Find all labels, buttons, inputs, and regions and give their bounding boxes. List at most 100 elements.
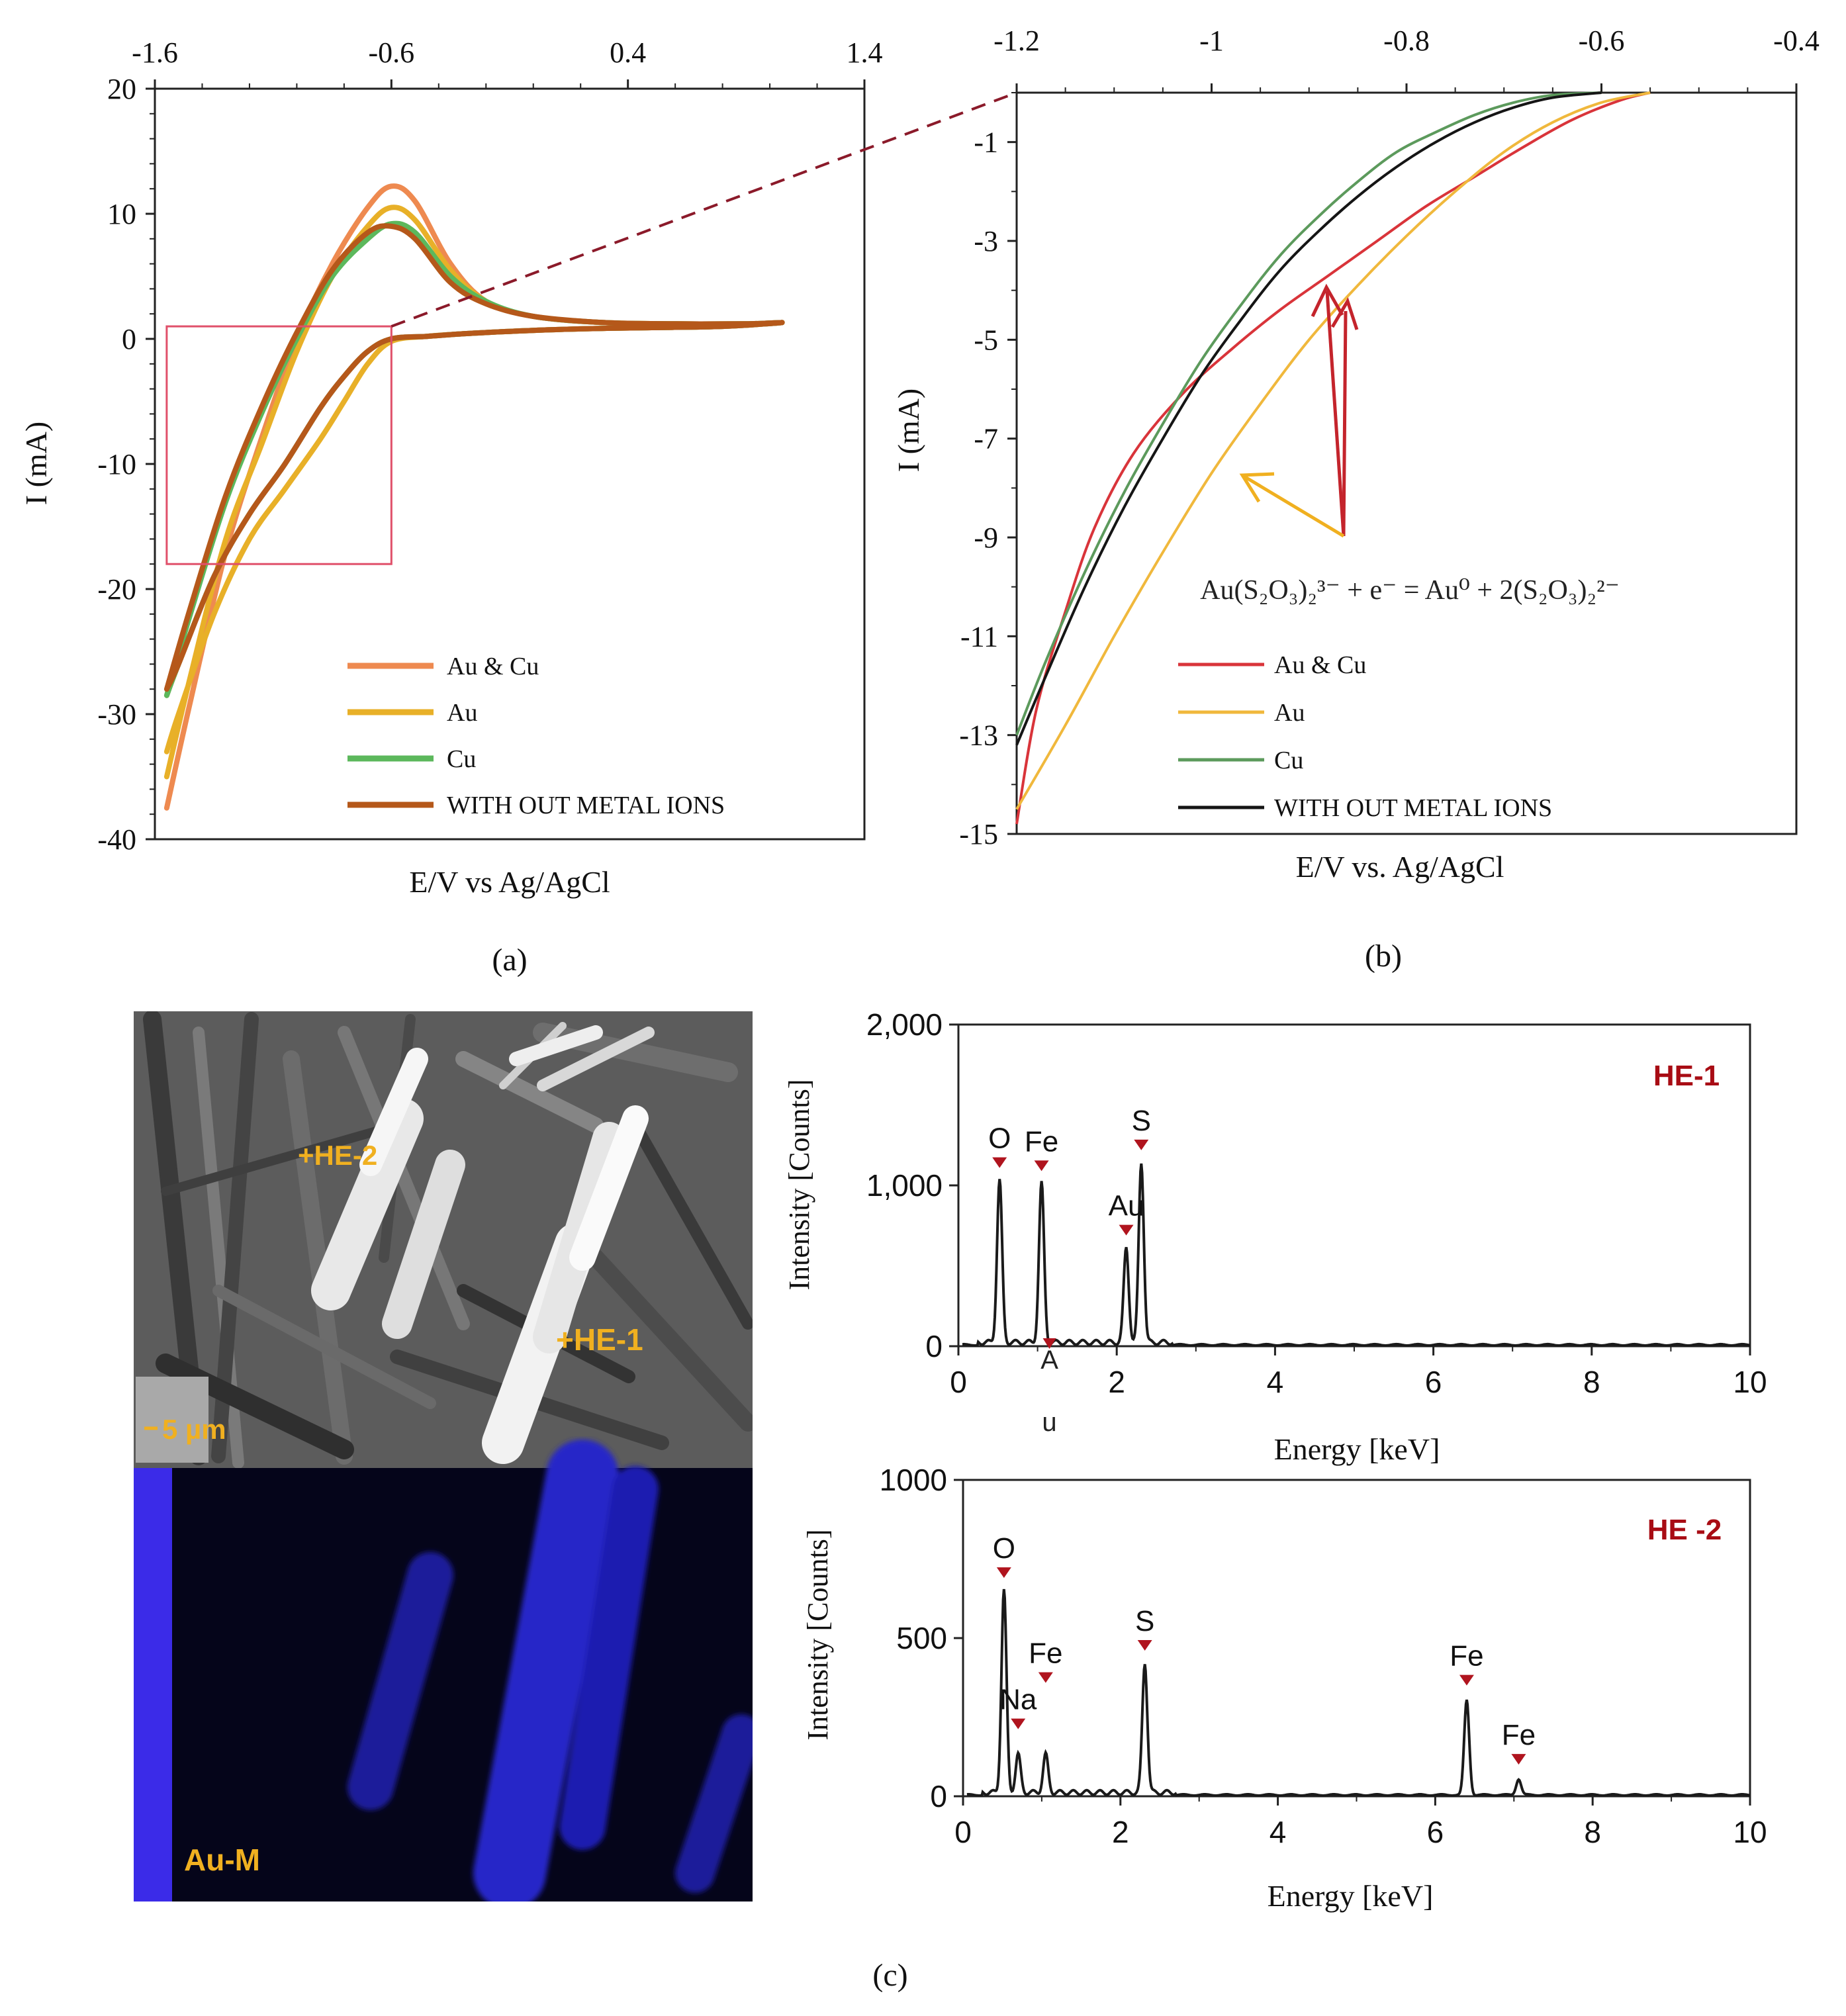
eds-he-1-y-ticks: 2,000 1,000 0 [866, 1007, 958, 1363]
yellow-arrow [1239, 472, 1345, 538]
au-m-scale-strip [134, 1468, 172, 1901]
panel-b-y-axis-label: I (mA) [892, 389, 925, 472]
panel-b-legend-label: WITH OUT METAL IONS [1274, 794, 1552, 822]
zoom-box [165, 325, 392, 565]
panel-a-y-ticks: 20 10 0 -10 -20 -30 -40 [97, 73, 155, 856]
red-arrow [1311, 283, 1359, 537]
eds-peak-marker [1119, 1224, 1134, 1236]
sem-micrograph: +HE-2 +HE-1 5 µm Au-M [134, 1011, 753, 1901]
eds-peak-marker [1459, 1674, 1474, 1686]
panel-b-x-tick-label: -0.4 [1773, 24, 1820, 57]
panel-b-series-line [1015, 91, 1651, 825]
panel-a-cyclic-voltammogram: -1.6 -0.6 0.4 1.4 20 10 0 -10 -20 -30 -40 Au & Cu… [19, 36, 1017, 978]
eds-he-2-title: HE -2 [1647, 1514, 1722, 1546]
eds-y-tick-label: 1000 [880, 1463, 947, 1497]
panel-b-x-tick-label: -1.2 [993, 24, 1040, 57]
panel-b-legend-label: Au [1274, 699, 1305, 727]
panel-a-series [163, 183, 785, 811]
panel-a-y-tick-label: -20 [97, 573, 136, 606]
panel-a-y-tick-label: 10 [107, 198, 136, 230]
eds-he-1-spectrum-line [962, 1163, 1751, 1347]
eds-he-1-stray-label-u: u [1042, 1408, 1056, 1437]
panel-a-legend: Au & Cu Au Cu WITH OUT METAL IONS [347, 653, 725, 819]
panel-c-label: (c) [872, 1958, 907, 1993]
eds-x-tick-label: 4 [1267, 1365, 1284, 1399]
eds-y-tick-label: 1,000 [866, 1168, 943, 1203]
eds-y-tick-label: 0 [930, 1779, 947, 1813]
zoom-connector-line [391, 91, 1017, 328]
panel-b-plot-area [1015, 91, 1798, 835]
eds-he-1-y-axis-label: Intensity [Counts] [783, 1079, 815, 1291]
eds-peak-label: O [988, 1123, 1011, 1155]
au-m-map [134, 1468, 753, 1901]
eds-peak-marker [1038, 1672, 1053, 1683]
panel-a-x-tick-label: 0.4 [610, 36, 646, 69]
eds-peak-label: Na [999, 1684, 1037, 1716]
panel-b-x-ticks: -1.2 -1 -0.8 -0.6 -0.4 [993, 24, 1820, 93]
au-m-distribution [347, 1440, 753, 1901]
eds-x-tick-label: 10 [1733, 1365, 1767, 1399]
panel-a-series-line [163, 220, 785, 698]
he-2-marker: +HE-2 [298, 1140, 377, 1171]
eds-he-2-x-axis-label: Energy [keV] [1268, 1879, 1434, 1913]
panel-b-legend: Au & Cu Au Cu WITH OUT METAL IONS [1178, 651, 1552, 822]
eds-peak-marker [1134, 1139, 1149, 1150]
eds-he-2-y-ticks: 1000 500 0 [880, 1463, 963, 1813]
eds-he-2-spectrum-line [966, 1588, 1751, 1797]
eds-x-tick-label: 0 [950, 1365, 967, 1399]
eds-spectrum-he-2: 0 2 4 6 8 10 1000 500 0 O Na Fe S Fe Fe HE -2 Energy… [802, 1463, 1767, 1913]
panel-b-series-line [1015, 91, 1651, 810]
panel-b-y-ticks: -1 -3 -5 -7 -9 -11 -13 -15 [959, 92, 1017, 850]
panel-a-legend-label: Au [447, 699, 477, 727]
eds-x-tick-label: 6 [1425, 1365, 1442, 1399]
panel-a-series-line [163, 223, 785, 692]
eds-x-tick-label: 0 [954, 1815, 972, 1849]
eds-peak-marker [1137, 1640, 1152, 1651]
panel-a-x-tick-label: -1.6 [132, 36, 178, 69]
panel-b-y-tick-label: -13 [959, 719, 998, 752]
eds-he-1-peak-labels: O Fe Au S [988, 1105, 1151, 1349]
panel-a-x-ticks: -1.6 -0.6 0.4 1.4 [132, 36, 883, 89]
reaction-equation: Au(S₂O₃)₂³⁻ + e⁻ = Au⁰ + 2(S₂O₃)₂²⁻ [1200, 575, 1620, 606]
eds-he-1-stray-label-a: A [1040, 1346, 1058, 1375]
panel-a-legend-label: Au & Cu [447, 653, 539, 680]
eds-peak-marker [1511, 1754, 1526, 1765]
eds-peak-label: Fe [1029, 1637, 1062, 1670]
panel-b-series-line [1015, 91, 1602, 746]
panel-b-legend-label: Cu [1274, 747, 1303, 774]
eds-he-1-x-ticks: 0 2 4 6 8 10 [950, 1346, 1767, 1399]
panel-b-y-tick-label: -7 [974, 423, 998, 455]
panel-b-y-tick-label: -9 [974, 522, 998, 554]
panel-a-y-axis-label: I (mA) [19, 422, 53, 505]
eds-stray-marker [1042, 1338, 1056, 1349]
panel-b-legend-label: Au & Cu [1274, 651, 1366, 679]
panel-a-x-tick-label: -0.6 [369, 36, 415, 69]
eds-peak-marker [996, 1567, 1011, 1579]
eds-x-tick-label: 8 [1583, 1365, 1600, 1399]
panel-b-y-tick-label: -11 [960, 620, 998, 653]
panel-b-x-tick-label: -1 [1199, 24, 1224, 57]
eds-y-tick-label: 2,000 [866, 1007, 943, 1042]
eds-he-1-plot-area [957, 1023, 1751, 1348]
eds-peak-label: S [1135, 1605, 1154, 1637]
panel-b-y-tick-label: -15 [959, 818, 998, 850]
panel-b-y-tick-label: -3 [974, 225, 998, 257]
panel-b-zoomed-voltammogram: -1.2 -1 -0.8 -0.6 -0.4 -1 -3 -5 -7 -9 -11 -13 -15 A… [892, 24, 1820, 974]
panel-b-x-tick-label: -0.6 [1579, 24, 1625, 57]
sem-bright-crystals [311, 1025, 655, 1464]
eds-x-tick-label: 10 [1733, 1815, 1767, 1849]
eds-he-1-title: HE-1 [1653, 1060, 1720, 1092]
eds-peak-label: S [1132, 1105, 1151, 1137]
panel-a-y-tick-label: 0 [122, 323, 136, 355]
eds-peak-label: Au [1109, 1190, 1144, 1222]
au-m-map-label: Au-M [184, 1843, 260, 1877]
panel-a-x-tick-label: 1.4 [847, 36, 883, 69]
eds-x-tick-label: 8 [1584, 1815, 1601, 1849]
reduction-arrows [1239, 283, 1359, 538]
eds-he-2-x-ticks: 0 2 4 6 8 10 [954, 1796, 1767, 1849]
panel-a-legend-label: Cu [447, 745, 476, 773]
eds-x-tick-label: 6 [1427, 1815, 1444, 1849]
panel-a-plot-area [154, 87, 866, 841]
panel-b-y-tick-label: -1 [974, 126, 998, 159]
